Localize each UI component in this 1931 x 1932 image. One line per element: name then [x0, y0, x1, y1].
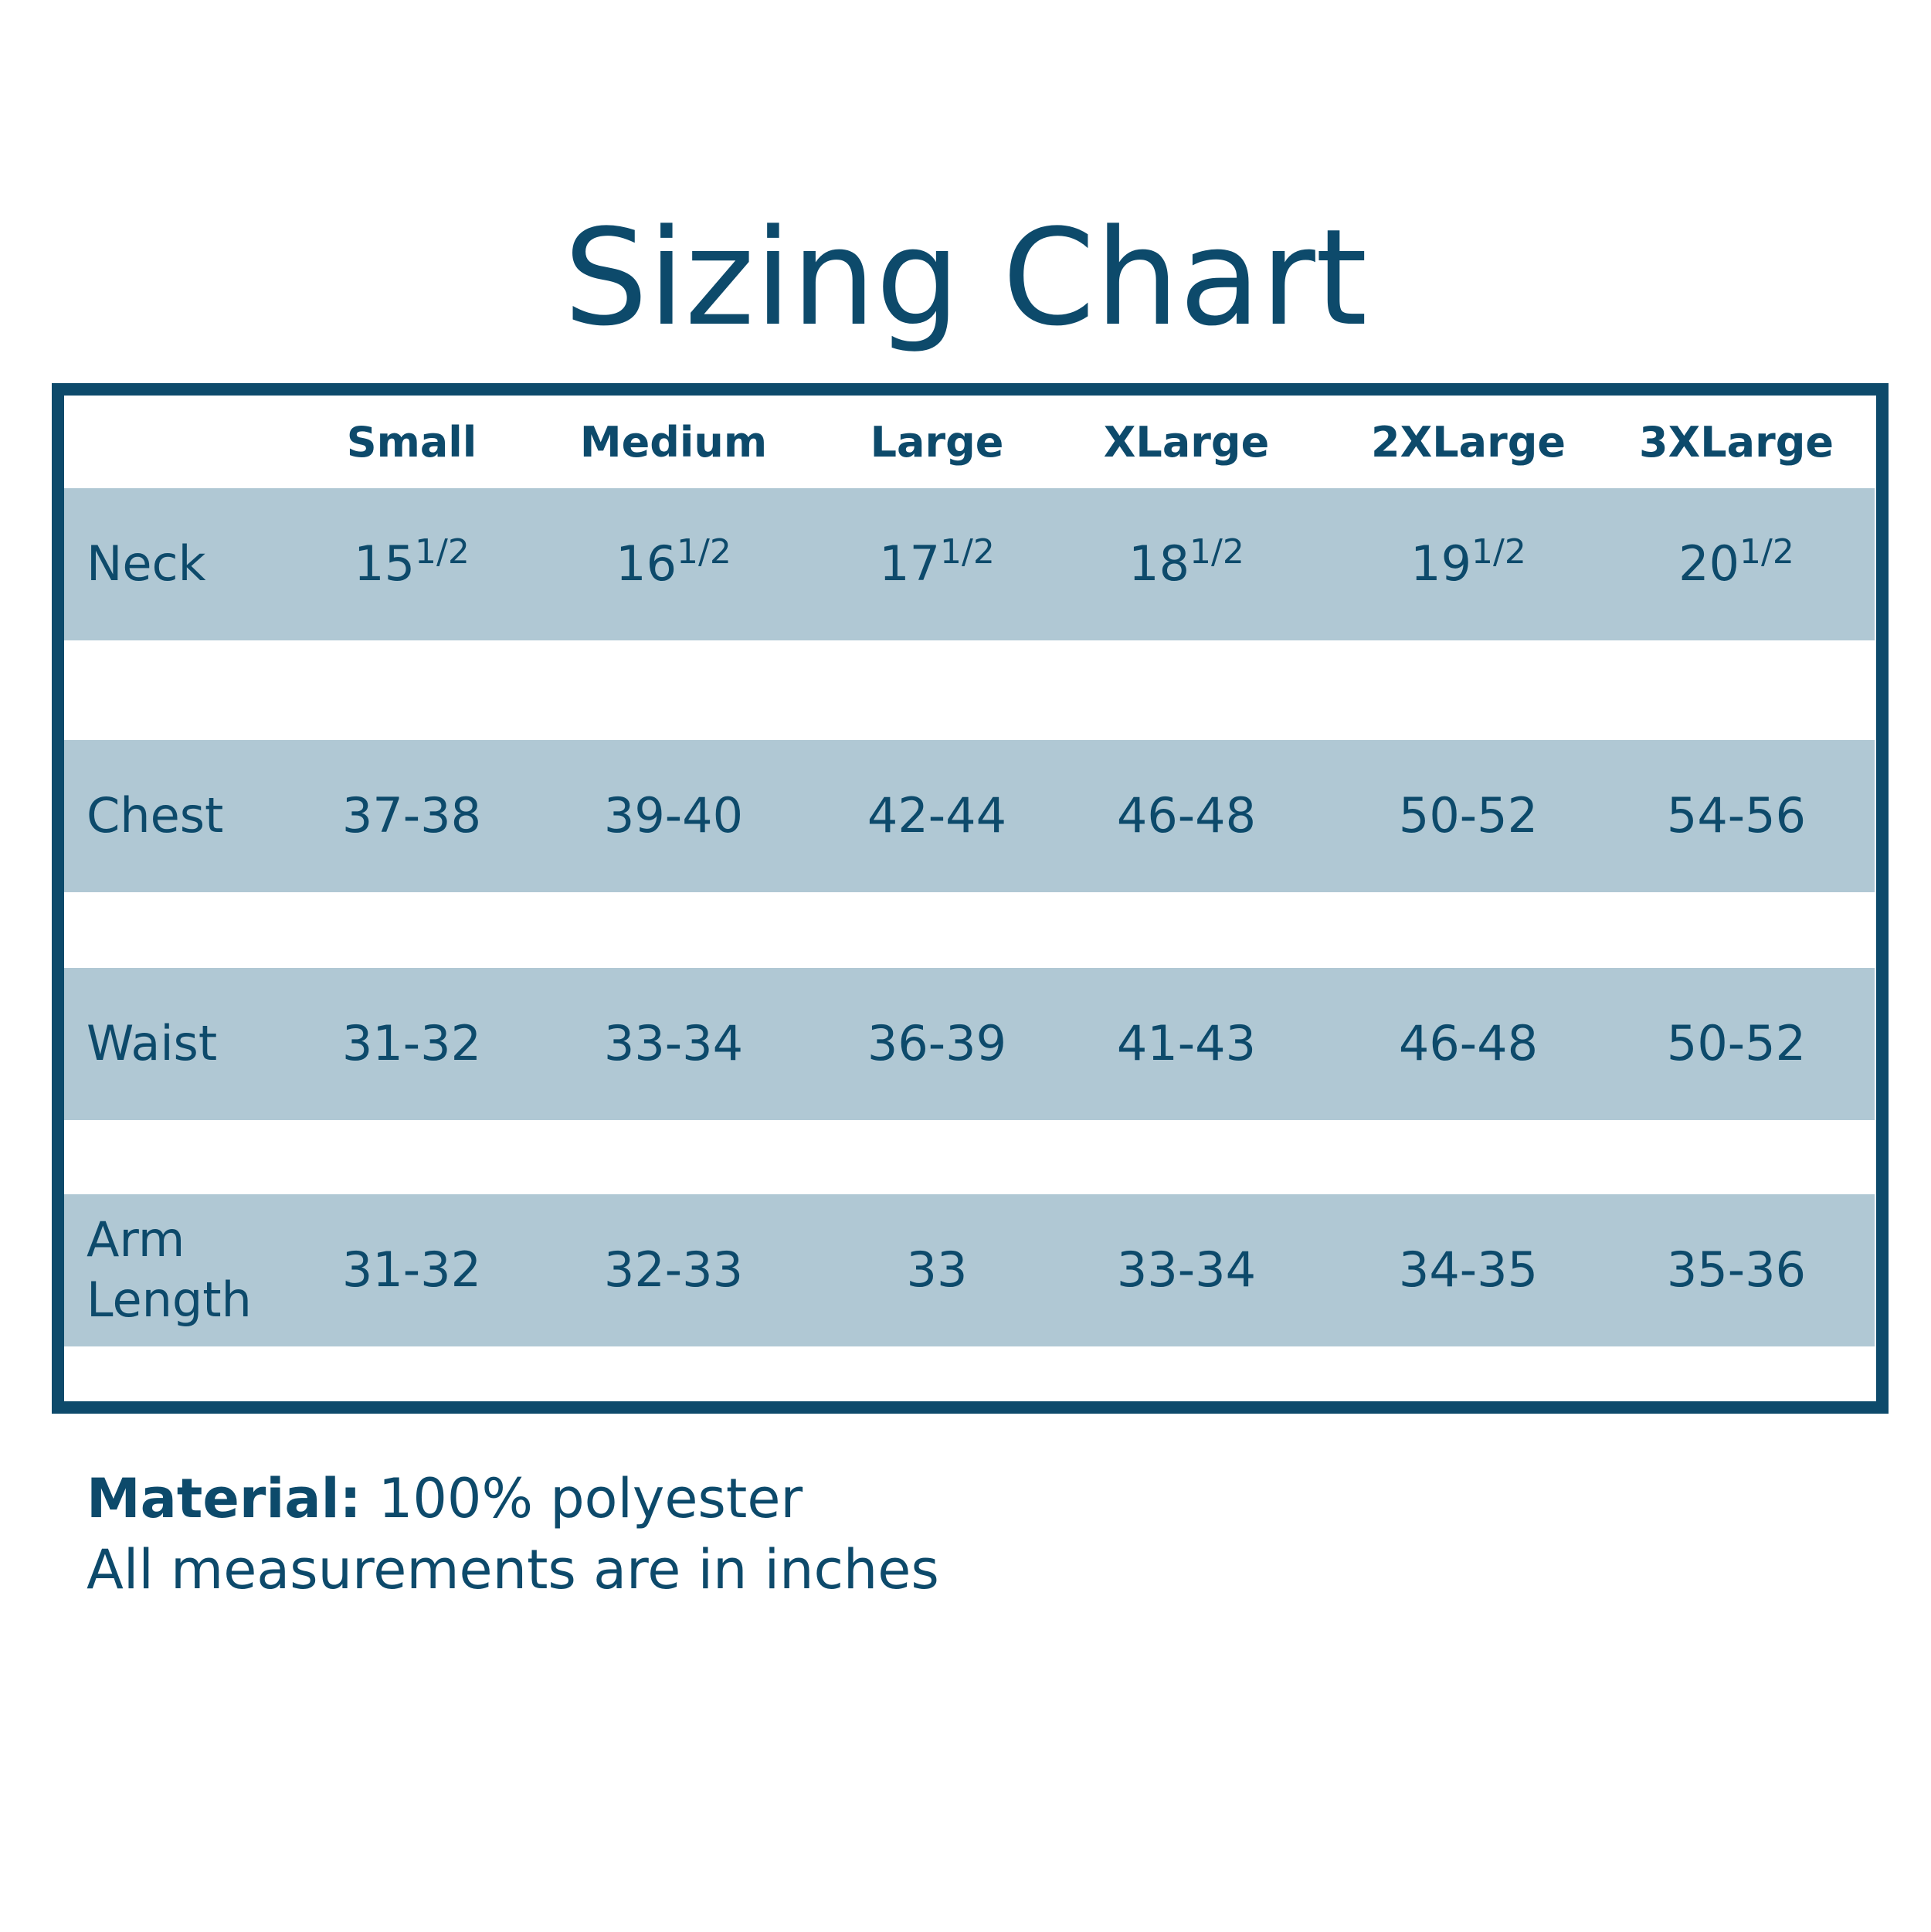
row-label: Arm Length [87, 1211, 252, 1328]
cell: 34-35 [1398, 1241, 1539, 1298]
cell-fraction: 1/2 [677, 532, 731, 572]
column-header: 3XLarge [1639, 418, 1834, 467]
cell: 191/2 [1329, 534, 1607, 594]
material-value: 100% polyester [378, 1467, 803, 1530]
cell-whole: 15 [354, 535, 416, 592]
cell-fraction: 1/2 [1739, 532, 1794, 572]
row-band [64, 968, 1875, 1120]
cell-fraction: 1/2 [940, 532, 995, 572]
cell-fraction: 1/2 [1189, 532, 1244, 572]
row-label: Neck [87, 535, 206, 592]
cell-whole: 19 [1410, 535, 1472, 592]
cell: 54-56 [1666, 787, 1807, 844]
cell: 31-32 [341, 1015, 482, 1071]
cell: 32-33 [603, 1241, 744, 1298]
cell-fraction: 1/2 [415, 532, 470, 572]
title: Sizing Chart [563, 200, 1368, 355]
table-frame [52, 383, 1889, 1414]
row-label: Chest [87, 787, 224, 844]
cell: 161/2 [535, 534, 813, 594]
row-band [64, 740, 1875, 892]
cell: 50-52 [1398, 787, 1539, 844]
cell-fraction: 1/2 [1471, 532, 1526, 572]
cell-whole: 18 [1128, 535, 1190, 592]
note: All measurements are in inches [87, 1538, 939, 1601]
cell: 35-36 [1666, 1241, 1807, 1298]
cell: 31-32 [341, 1241, 482, 1298]
row-band [64, 1194, 1875, 1346]
cell-whole: 17 [879, 535, 941, 592]
cell: 42-44 [867, 787, 1007, 844]
cell: 33 [906, 1241, 968, 1298]
column-header: Large [870, 418, 1004, 467]
column-header: XLarge [1103, 418, 1270, 467]
cell: 201/2 [1597, 534, 1875, 594]
row-label: Waist [87, 1015, 218, 1071]
cell: 46-48 [1398, 1015, 1539, 1071]
cell: 171/2 [798, 534, 1076, 594]
cell: 151/2 [273, 534, 551, 594]
cell: 36-39 [867, 1015, 1007, 1071]
cell: 33-34 [1116, 1241, 1257, 1298]
cell: 39-40 [603, 787, 744, 844]
cell: 46-48 [1116, 787, 1257, 844]
material-line: Material: 100% polyester [87, 1464, 803, 1533]
cell-whole: 16 [616, 535, 677, 592]
column-header: Small [346, 418, 477, 467]
cell: 37-38 [341, 787, 482, 844]
cell: 50-52 [1666, 1015, 1807, 1071]
column-header: 2XLarge [1371, 418, 1566, 467]
cell: 41-43 [1116, 1015, 1257, 1071]
cell: 181/2 [1047, 534, 1325, 594]
column-header: Medium [579, 418, 768, 467]
material-label: Material: [87, 1467, 361, 1530]
cell: 33-34 [603, 1015, 744, 1071]
row-band [64, 488, 1875, 640]
cell-whole: 20 [1678, 535, 1740, 592]
